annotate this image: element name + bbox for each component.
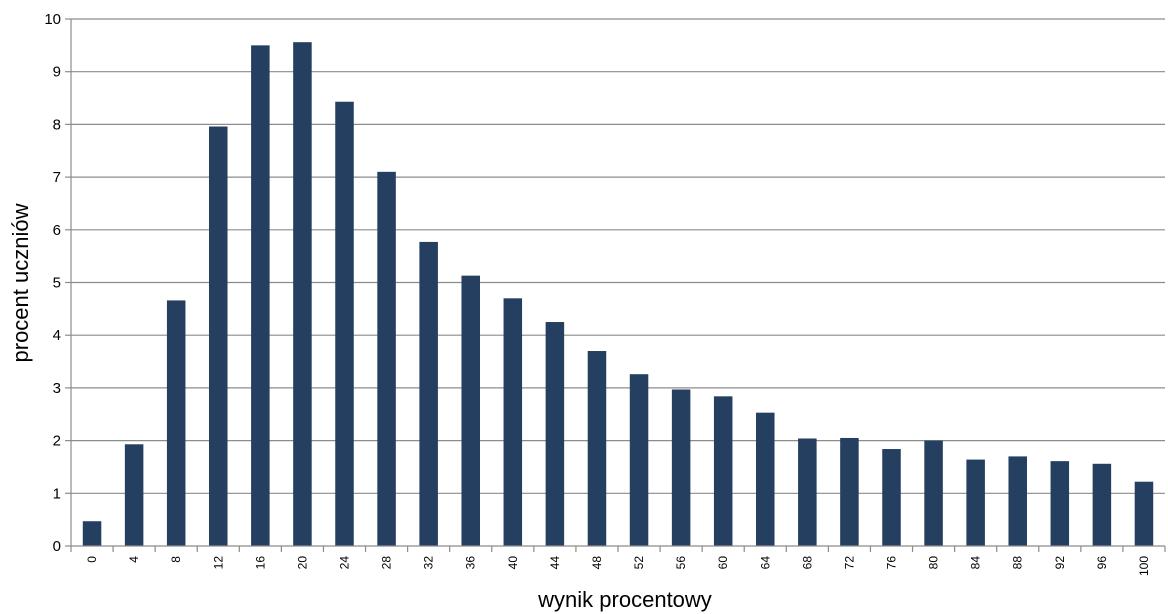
- bar: [713, 396, 733, 546]
- bar: [335, 101, 354, 546]
- bar: [377, 171, 396, 546]
- x-tick-label: 60: [716, 556, 730, 570]
- y-tick-label: 4: [53, 327, 61, 344]
- x-tick-labels: 0 4 8 12 16 20 24 28 32 36 40 44 48 52 56 60 64 68 72 76 80 8…: [85, 556, 1151, 576]
- x-tick-label: 32: [422, 556, 436, 570]
- bar: [82, 521, 102, 546]
- bar: [629, 374, 649, 546]
- bar: [166, 300, 186, 546]
- x-tick-label: 80: [927, 556, 941, 570]
- x-tick-label: 64: [758, 556, 772, 570]
- x-tick-label: 48: [590, 556, 604, 570]
- x-tick-label: 96: [1095, 556, 1109, 570]
- x-tick-label: 28: [380, 556, 394, 570]
- y-tick-label: 3: [53, 380, 61, 397]
- bar: [924, 440, 943, 546]
- x-tick-label: 84: [969, 556, 983, 570]
- axes: [65, 18, 1166, 552]
- x-tick-label: 56: [674, 556, 688, 570]
- y-tick-label: 6: [53, 222, 61, 239]
- bar: [124, 444, 144, 546]
- x-tick-label: 24: [338, 556, 352, 570]
- bar: [671, 389, 691, 546]
- bar: [798, 438, 817, 546]
- x-tick-label: 40: [506, 556, 520, 570]
- x-tick-label: 88: [1011, 556, 1025, 570]
- bar: [1134, 481, 1154, 546]
- y-tick-label: 10: [44, 11, 61, 28]
- x-tick-label: 0: [85, 556, 99, 563]
- x-tick-label: 4: [127, 556, 141, 563]
- bars: [82, 42, 1154, 547]
- y-tick-label: 2: [53, 433, 61, 450]
- bar: [882, 449, 901, 546]
- bar: [966, 459, 985, 546]
- gridlines: [71, 18, 1165, 494]
- y-tick-label: 0: [53, 538, 61, 555]
- y-tick-label: 8: [53, 116, 61, 133]
- x-tick-label: 76: [885, 556, 899, 570]
- x-axis-title: wynik procentowy: [537, 587, 712, 612]
- x-tick-label: 20: [295, 556, 309, 570]
- bar: [1050, 461, 1070, 546]
- y-tick-label: 9: [53, 64, 61, 81]
- bar: [1092, 463, 1112, 546]
- x-tick-label: 8: [169, 556, 183, 563]
- bar: [840, 437, 859, 546]
- bar: [503, 298, 523, 546]
- bar: [756, 412, 775, 546]
- bar: [293, 42, 312, 547]
- y-axis-title: procent uczniów: [8, 203, 33, 362]
- bar: [251, 45, 270, 546]
- y-tick-labels: 0 1 2 3 4 5 6 7 8 9 10: [44, 11, 61, 555]
- y-tick-label: 1: [53, 485, 61, 502]
- x-tick-label: 100: [1137, 556, 1151, 576]
- x-tick-label: 16: [253, 556, 267, 570]
- bar: [1008, 456, 1027, 546]
- bar: [587, 351, 607, 546]
- y-tick-label: 7: [53, 169, 61, 186]
- y-tick-label: 5: [53, 275, 61, 292]
- x-tick-label: 36: [464, 556, 478, 570]
- x-tick-label: 44: [548, 556, 562, 570]
- bar: [419, 241, 438, 546]
- bar: [545, 322, 565, 546]
- x-tick-label: 72: [842, 556, 856, 570]
- x-tick-label: 12: [211, 556, 225, 570]
- bar: [209, 126, 228, 547]
- bar: [461, 275, 480, 546]
- x-tick-label: 68: [800, 556, 814, 570]
- x-tick-label: 92: [1053, 556, 1067, 570]
- x-tick-label: 52: [632, 556, 646, 570]
